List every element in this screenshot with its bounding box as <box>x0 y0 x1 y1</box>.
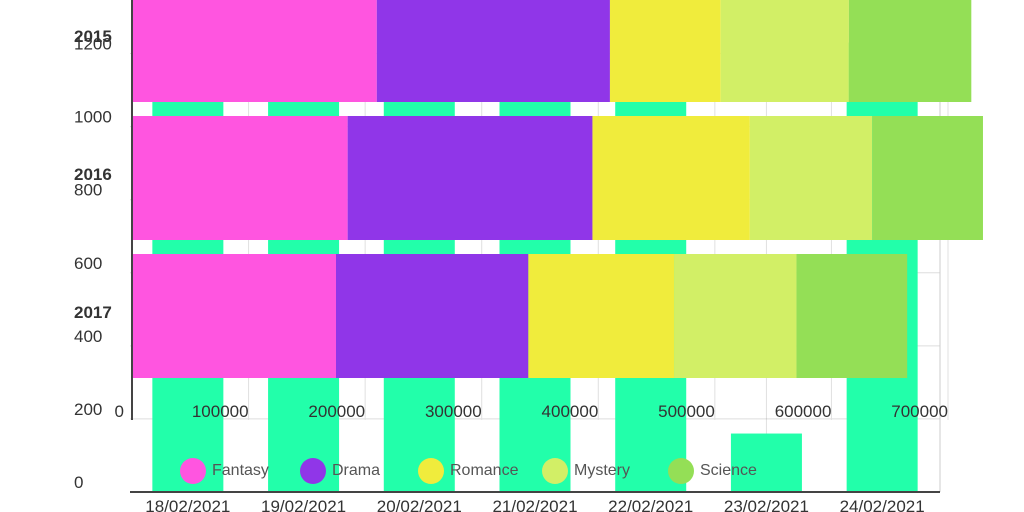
column-x-tick-label: 21/02/2021 <box>492 497 577 512</box>
legend-swatch-drama <box>300 458 326 484</box>
legend-item-romance[interactable]: Romance <box>418 457 518 485</box>
stacked-x-tick-label: 400000 <box>542 402 599 421</box>
stacked-bar-2017-fantasy <box>132 254 336 378</box>
chart-legend: Fantasy Drama Romance Mystery Science <box>180 457 820 485</box>
column-y-tick-label: 0 <box>74 473 83 492</box>
column-x-tick-label: 19/02/2021 <box>261 497 346 512</box>
column-y-tick-label: 800 <box>74 181 102 200</box>
column-y-tick-label: 400 <box>74 327 102 346</box>
stacked-bar-2016-science <box>872 116 983 240</box>
stacked-bar-2016-romance <box>592 116 750 240</box>
column-x-tick-label: 20/02/2021 <box>377 497 462 512</box>
stacked-bar-2016-drama <box>347 116 593 240</box>
stacked-chart-bars <box>132 0 983 378</box>
stacked-x-tick-label: 100000 <box>192 402 249 421</box>
column-y-tick-label: 200 <box>74 400 102 419</box>
stacked-chart-axes: 0 100000 200000 300000 400000 500000 600000 700… <box>74 0 948 421</box>
stacked-bar-2015-drama <box>376 0 610 102</box>
column-bar-23-02-2021 <box>730 433 802 492</box>
column-x-tick-label: 23/02/2021 <box>724 497 809 512</box>
stacked-y-tick-label: 2015 <box>74 27 112 46</box>
stacked-bar-2016-mystery <box>749 116 873 240</box>
stacked-x-tick-label: 0 <box>115 402 124 421</box>
stacked-bar-2017-drama <box>336 254 529 378</box>
column-x-tick-label: 24/02/2021 <box>840 497 925 512</box>
stacked-x-tick-label: 600000 <box>775 402 832 421</box>
column-y-tick-label: 600 <box>74 254 102 273</box>
stacked-y-tick-label: 2017 <box>74 303 112 322</box>
legend-label-fantasy: Fantasy <box>212 462 269 479</box>
column-y-tick-label: 1000 <box>74 108 112 127</box>
stacked-y-tick-label: 2016 <box>74 165 112 184</box>
column-x-tick-label: 22/02/2021 <box>608 497 693 512</box>
legend-swatch-science <box>668 458 694 484</box>
legend-item-fantasy[interactable]: Fantasy <box>180 457 269 485</box>
stacked-bar-2017-mystery <box>674 254 797 378</box>
legend-swatch-romance <box>418 458 444 484</box>
legend-label-mystery: Mystery <box>574 462 630 479</box>
legend-swatch-fantasy <box>180 458 206 484</box>
legend-item-drama[interactable]: Drama <box>300 457 380 485</box>
stacked-bar-2015-fantasy <box>132 0 377 102</box>
stacked-x-tick-label: 700000 <box>891 402 948 421</box>
stacked-bar-2017-science <box>796 254 908 378</box>
stacked-x-tick-label: 300000 <box>425 402 482 421</box>
column-chart-axes: 0 200 400 600 800 1000 1200 18/02/2021 19/02/202… <box>74 35 940 512</box>
stacked-bar-2015-romance <box>609 0 721 102</box>
stacked-x-tick-label: 200000 <box>308 402 365 421</box>
column-y-tick-label: 1200 <box>74 35 112 54</box>
legend-item-science[interactable]: Science <box>668 457 757 485</box>
legend-label-science: Science <box>700 462 757 479</box>
legend-label-drama: Drama <box>332 462 381 479</box>
stacked-bar-2016-fantasy <box>132 116 348 240</box>
legend-swatch-mystery <box>542 458 568 484</box>
legend-item-mystery[interactable]: Mystery <box>542 457 630 485</box>
legend-label-romance: Romance <box>450 462 519 479</box>
stacked-bar-2015-science <box>848 0 972 102</box>
stacked-bar-2015-mystery <box>720 0 849 102</box>
column-x-tick-label: 18/02/2021 <box>145 497 230 512</box>
stacked-x-tick-label: 500000 <box>658 402 715 421</box>
stacked-bar-2017-romance <box>528 254 675 378</box>
